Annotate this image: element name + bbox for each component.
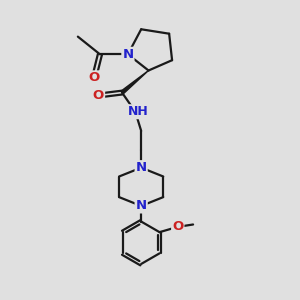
- Text: O: O: [88, 71, 100, 84]
- Text: N: N: [136, 161, 147, 174]
- Text: N: N: [122, 48, 134, 61]
- Polygon shape: [121, 70, 148, 94]
- Text: O: O: [172, 220, 183, 233]
- Text: NH: NH: [128, 105, 148, 118]
- Text: O: O: [93, 89, 104, 102]
- Text: N: N: [136, 200, 147, 212]
